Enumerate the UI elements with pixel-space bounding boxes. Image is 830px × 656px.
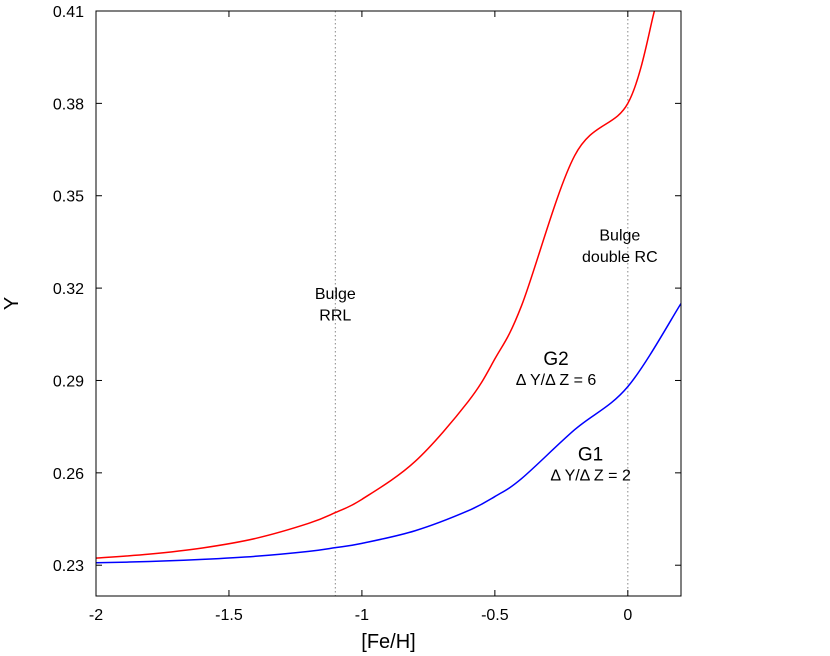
annotation: G2: [543, 349, 568, 370]
y-tick-label: 0.32: [53, 281, 84, 298]
x-tick-label: -1: [355, 607, 369, 624]
series-line-g1: [96, 303, 681, 564]
y-tick-label: 0.41: [53, 4, 84, 21]
annotation: Bulge: [599, 227, 640, 244]
annotation: double RC: [582, 249, 658, 266]
annotation: G1: [578, 445, 603, 466]
y-tick-label: 0.26: [53, 466, 84, 483]
x-axis-label: [Fe/H]: [361, 631, 415, 653]
annotation: Δ Y/Δ Z = 2: [550, 468, 631, 485]
series-line-g2: [96, 11, 656, 559]
y-axis-label: Y: [1, 297, 23, 310]
x-tick-label: -1.5: [215, 607, 243, 624]
plot-frame: [95, 10, 682, 597]
annotation: Bulge: [315, 286, 356, 303]
x-tick-label: 0: [623, 607, 632, 624]
x-tick-label: -0.5: [481, 607, 509, 624]
x-tick-label: -2: [89, 607, 103, 624]
y-tick-label: 0.29: [53, 373, 84, 390]
annotation: RRL: [319, 307, 351, 324]
annotation: Δ Y/Δ Z = 6: [516, 372, 597, 389]
y-tick-label: 0.23: [53, 558, 84, 575]
y-tick-label: 0.38: [53, 96, 84, 113]
y-tick-label: 0.35: [53, 189, 84, 206]
